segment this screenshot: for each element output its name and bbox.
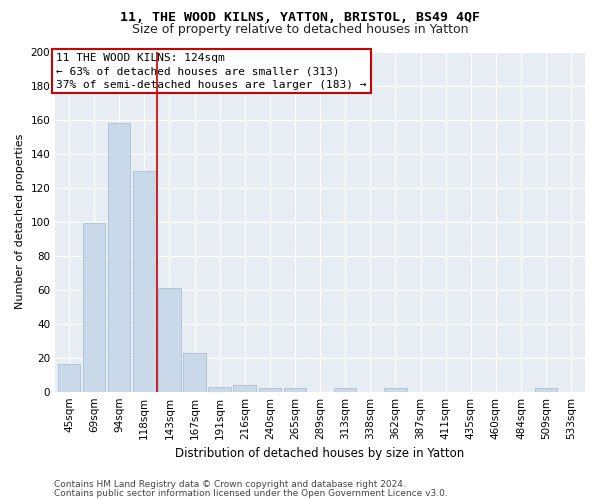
Bar: [384, 388, 407, 392]
Text: Contains public sector information licensed under the Open Government Licence v3: Contains public sector information licen…: [54, 488, 448, 498]
Bar: [183, 352, 206, 392]
Bar: [83, 224, 106, 392]
Text: 11, THE WOOD KILNS, YATTON, BRISTOL, BS49 4QF: 11, THE WOOD KILNS, YATTON, BRISTOL, BS4…: [120, 11, 480, 24]
X-axis label: Distribution of detached houses by size in Yatton: Distribution of detached houses by size …: [175, 447, 465, 460]
Bar: [158, 288, 181, 392]
Bar: [208, 386, 231, 392]
Bar: [284, 388, 306, 392]
Bar: [233, 385, 256, 392]
Bar: [535, 388, 557, 392]
Bar: [334, 388, 356, 392]
Text: Size of property relative to detached houses in Yatton: Size of property relative to detached ho…: [132, 22, 468, 36]
Bar: [259, 388, 281, 392]
Y-axis label: Number of detached properties: Number of detached properties: [15, 134, 25, 310]
Bar: [58, 364, 80, 392]
Bar: [133, 170, 155, 392]
Text: 11 THE WOOD KILNS: 124sqm
← 63% of detached houses are smaller (313)
37% of semi: 11 THE WOOD KILNS: 124sqm ← 63% of detac…: [56, 53, 367, 90]
Text: Contains HM Land Registry data © Crown copyright and database right 2024.: Contains HM Land Registry data © Crown c…: [54, 480, 406, 489]
Bar: [108, 123, 130, 392]
